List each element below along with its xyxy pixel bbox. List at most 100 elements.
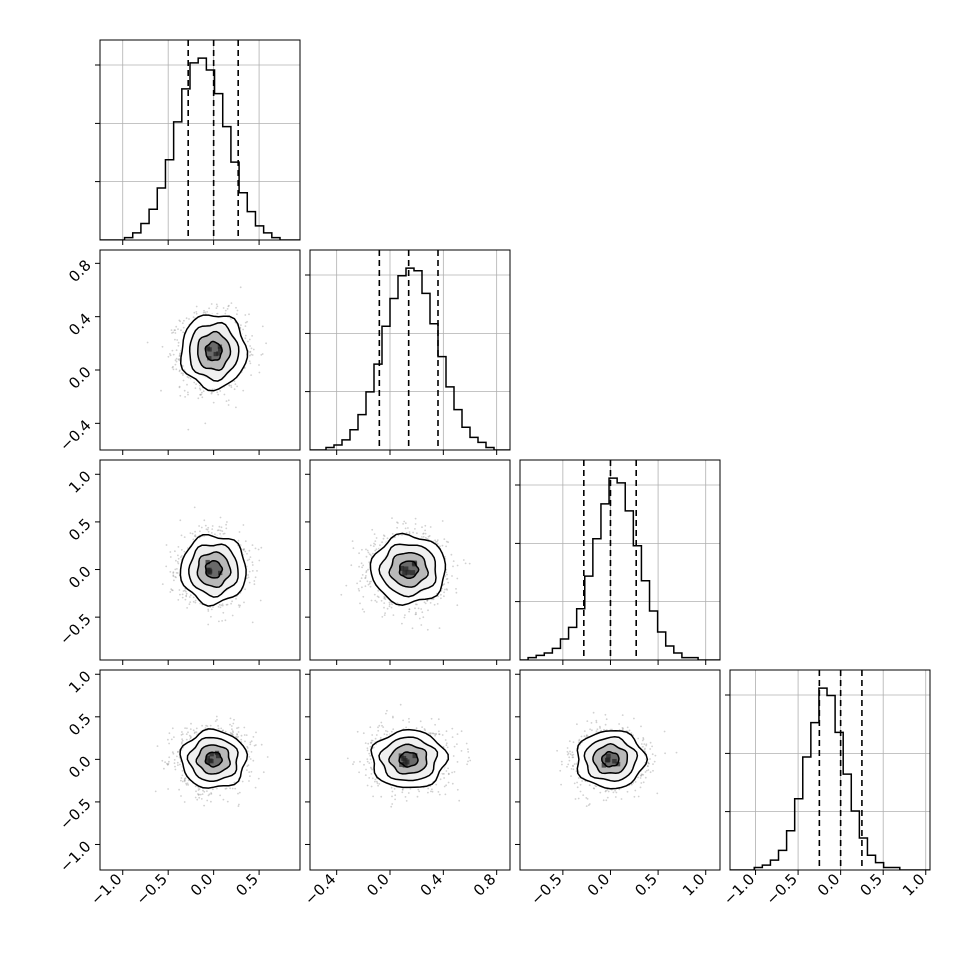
sample-point bbox=[195, 383, 198, 385]
sample-point bbox=[249, 362, 252, 365]
sample-point bbox=[370, 599, 373, 602]
sample-point bbox=[374, 543, 377, 546]
sample-point bbox=[207, 610, 210, 612]
sample-point bbox=[248, 549, 251, 552]
histogram-step bbox=[310, 267, 510, 450]
sample-point bbox=[251, 354, 254, 356]
sample-point bbox=[414, 523, 417, 525]
sample-point bbox=[227, 399, 230, 402]
sample-point bbox=[194, 534, 197, 536]
sample-point bbox=[207, 608, 210, 611]
sample-point bbox=[374, 540, 377, 542]
sample-point bbox=[424, 602, 427, 605]
sample-point bbox=[176, 568, 178, 570]
sample-point bbox=[420, 608, 423, 610]
sample-point bbox=[210, 532, 213, 534]
histogram-panel-3 bbox=[515, 459, 721, 661]
histogram-panel-1 bbox=[95, 39, 301, 241]
sample-point bbox=[177, 344, 180, 347]
sample-point bbox=[234, 787, 237, 790]
density-block bbox=[405, 569, 411, 575]
sample-point bbox=[174, 550, 176, 553]
sample-point bbox=[437, 595, 440, 598]
sample-point bbox=[408, 532, 411, 535]
sample-point bbox=[177, 562, 180, 565]
sample-point bbox=[375, 548, 378, 551]
sample-point bbox=[366, 580, 369, 583]
sample-point bbox=[180, 777, 183, 779]
sample-point bbox=[237, 805, 240, 807]
sample-point bbox=[203, 519, 206, 522]
sample-point bbox=[249, 354, 251, 357]
sample-point bbox=[206, 311, 209, 313]
sample-point bbox=[243, 548, 246, 550]
sample-point bbox=[345, 584, 348, 587]
sample-point bbox=[220, 526, 223, 529]
sample-point bbox=[456, 604, 459, 607]
sample-point bbox=[228, 384, 231, 387]
scatter-panel-4-1 bbox=[99, 669, 301, 871]
sample-point bbox=[230, 302, 233, 304]
sample-point bbox=[221, 620, 224, 622]
sample-point bbox=[452, 560, 455, 562]
sample-point bbox=[184, 396, 187, 398]
sample-point bbox=[243, 601, 245, 604]
sample-point bbox=[170, 329, 173, 331]
sample-point bbox=[167, 738, 169, 741]
sample-point bbox=[181, 596, 184, 599]
sample-point bbox=[377, 596, 380, 599]
sample-point bbox=[455, 591, 458, 594]
sample-point bbox=[224, 312, 227, 315]
sample-point bbox=[178, 370, 181, 373]
sample-point bbox=[167, 788, 170, 790]
sample-point bbox=[384, 612, 386, 614]
sample-point bbox=[181, 731, 183, 733]
sample-point bbox=[250, 353, 253, 356]
sample-point bbox=[444, 588, 446, 591]
sample-point bbox=[229, 731, 232, 734]
sample-point bbox=[175, 576, 177, 579]
sample-point bbox=[204, 524, 207, 527]
density-block bbox=[412, 561, 418, 567]
sample-point bbox=[257, 777, 260, 780]
sample-point bbox=[462, 559, 465, 561]
sample-point bbox=[180, 549, 183, 551]
sample-point bbox=[210, 800, 212, 803]
sample-point bbox=[370, 580, 372, 583]
sample-point bbox=[416, 603, 418, 606]
sample-point bbox=[177, 750, 179, 753]
sample-point bbox=[199, 793, 202, 796]
sample-point bbox=[233, 380, 236, 383]
sample-point bbox=[373, 533, 376, 535]
sample-point bbox=[187, 391, 189, 394]
sample-point bbox=[254, 576, 257, 579]
sample-point bbox=[362, 564, 365, 567]
sample-point bbox=[218, 620, 220, 623]
sample-point bbox=[421, 611, 424, 614]
sample-point bbox=[379, 544, 381, 547]
sample-point bbox=[384, 598, 387, 601]
sample-point bbox=[170, 738, 173, 741]
sample-point bbox=[405, 532, 408, 534]
sample-point bbox=[248, 360, 251, 363]
sample-point bbox=[248, 338, 251, 341]
sample-point bbox=[146, 341, 149, 344]
sample-point bbox=[244, 321, 247, 324]
sample-point bbox=[174, 359, 177, 362]
sample-point bbox=[258, 364, 260, 366]
sample-point bbox=[243, 549, 245, 551]
sample-point bbox=[226, 308, 229, 310]
panel-frame bbox=[309, 249, 511, 451]
sample-point bbox=[447, 541, 449, 544]
sample-point bbox=[248, 558, 251, 561]
sample-point bbox=[351, 540, 354, 542]
sample-point bbox=[177, 557, 180, 560]
sample-point bbox=[222, 533, 225, 535]
sample-point bbox=[256, 570, 258, 572]
sample-point bbox=[249, 350, 252, 353]
sample-point bbox=[367, 583, 370, 586]
sample-point bbox=[236, 733, 239, 736]
sample-point bbox=[172, 575, 175, 578]
sample-point bbox=[201, 396, 204, 399]
sample-point bbox=[172, 331, 175, 334]
